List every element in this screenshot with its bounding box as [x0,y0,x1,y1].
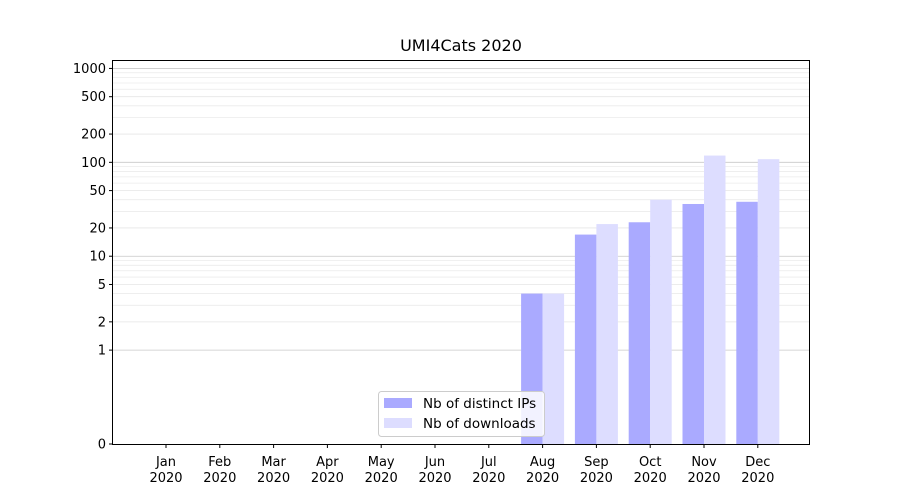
bar-downloads-oct [650,199,672,444]
x-tick-label-year: 2020 [741,471,774,486]
bar-distinct-ips-nov [682,203,704,444]
x-tick-label-year: 2020 [472,471,505,486]
bar-downloads-sep [596,224,618,444]
x-tick-label-month: Mar [261,455,286,470]
bar-downloads-dec [757,159,780,444]
x-tick-label-year: 2020 [203,471,236,486]
x-tick-label-year: 2020 [687,471,720,486]
x-tick-label-month: Nov [691,455,717,470]
legend-box [378,391,545,437]
x-tick-label-year: 2020 [311,471,344,486]
y-tick-label: 5 [98,278,106,293]
chart-title: UMI4Cats 2020 [400,36,522,55]
y-tick-label: 200 [81,128,106,143]
legend: Nb of distinct IPs Nb of downloads [378,391,545,437]
y-tick-label: 2 [98,315,106,330]
x-tick-label-year: 2020 [634,471,667,486]
x-axis-ticks: Jan2020Feb2020Mar2020Apr2020May2020Jun20… [149,444,774,486]
x-tick-label-month: Dec [745,455,770,470]
y-tick-label: 1000 [73,62,106,77]
bar-downloads-aug [542,293,565,444]
y-axis-ticks: 0 1 2 5 10 20 50 100 200 500 1000 [73,62,113,453]
y-tick-label: 10 [89,250,106,265]
legend-swatch [384,418,412,428]
x-tick-label-month: Jan [155,455,176,470]
x-tick-label-month: Sep [584,455,609,470]
x-tick-label-month: Oct [639,455,661,470]
x-tick-label-year: 2020 [365,471,398,486]
x-tick-label-month: Apr [316,455,339,470]
x-tick-label-month: Feb [208,455,231,470]
y-tick-label: 500 [81,90,106,105]
x-tick-label-month: Jun [424,455,445,470]
x-tick-label-year: 2020 [580,471,613,486]
y-tick-label: 100 [81,156,106,171]
bar-distinct-ips-sep [574,234,597,444]
bars [521,155,780,444]
bar-distinct-ips-oct [628,222,651,444]
bar-downloads-nov [704,155,726,444]
y-tick-label: 50 [89,184,106,199]
x-tick-label-month: May [368,455,395,470]
y-tick-label: 0 [98,438,106,453]
x-tick-label-year: 2020 [418,471,451,486]
axes-frame [112,60,810,445]
y-tick-label: 20 [89,221,106,236]
legend-label: Nb of distinct IPs [423,396,536,412]
x-tick-label-year: 2020 [257,471,290,486]
legend-label: Nb of downloads [423,416,536,432]
x-tick-label-month: Aug [530,455,555,470]
x-tick-label-year: 2020 [149,471,182,486]
bar-distinct-ips-dec [736,201,758,444]
x-tick-label-month: Jul [480,455,497,470]
y-tick-label: 1 [98,344,106,359]
legend-swatch [384,398,412,408]
x-tick-label-year: 2020 [526,471,559,486]
